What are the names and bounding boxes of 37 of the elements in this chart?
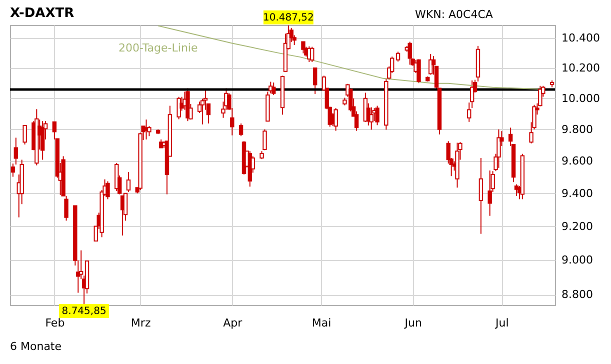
y-tick-label: 9.200 xyxy=(562,220,593,233)
candlestick xyxy=(408,41,412,66)
x-tick-label: Jun xyxy=(404,316,422,330)
y-tick-label: 10.200 xyxy=(562,62,600,75)
series-label: 200-Tage-Linie xyxy=(118,42,198,55)
chart-title: X-DAXTR xyxy=(10,6,74,21)
candlestick xyxy=(478,157,484,234)
y-tick-label: 9.400 xyxy=(562,186,593,200)
candlestick xyxy=(14,137,18,166)
y-tick-label: 8.800 xyxy=(562,288,593,302)
y-tick-label: 9.800 xyxy=(562,122,593,136)
candlestick xyxy=(310,46,314,63)
candlestick xyxy=(10,163,16,178)
candlestick xyxy=(312,68,318,94)
candlestick xyxy=(396,51,400,62)
y-tick-label: 10.400 xyxy=(562,32,600,45)
text: 6 Monate xyxy=(10,340,62,353)
candlestick xyxy=(301,41,306,54)
candlestick xyxy=(126,172,131,193)
annotation: 10.487,52 xyxy=(262,12,314,24)
x-tick-label: Mai xyxy=(312,316,332,330)
y-tick-label: 9.000 xyxy=(562,254,593,267)
candlestick xyxy=(22,124,27,145)
candlestick xyxy=(467,102,472,122)
candlestick xyxy=(262,128,267,151)
y-tick-label: 9.600 xyxy=(562,154,593,168)
candlestick xyxy=(272,82,276,96)
x-tick-label: Feb xyxy=(45,316,65,330)
annotation: 8.745,85 xyxy=(62,306,106,317)
text: WKN: A0C4CA xyxy=(415,8,494,21)
x-tick-label: Jul xyxy=(494,316,509,330)
x-tick-label: Apr xyxy=(223,316,243,330)
candlestick xyxy=(496,128,501,168)
candlestick xyxy=(488,170,492,216)
y-tick-label: 10.000 xyxy=(562,92,600,105)
candlestick xyxy=(238,122,244,137)
x-tick-label: Mrz xyxy=(130,316,151,330)
